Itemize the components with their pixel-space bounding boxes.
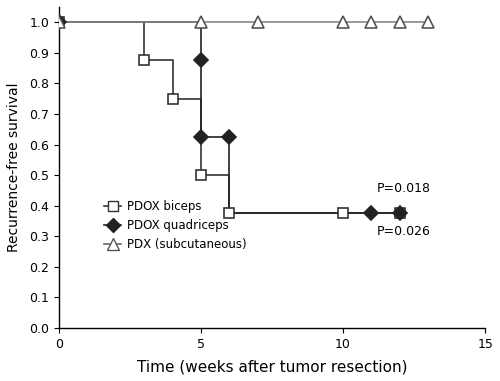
X-axis label: Time (weeks after tumor resection): Time (weeks after tumor resection): [137, 359, 407, 374]
Legend: PDOX biceps, PDOX quadriceps, PDX (subcutaneous): PDOX biceps, PDOX quadriceps, PDX (subcu…: [99, 195, 252, 255]
Text: P=0.026: P=0.026: [377, 225, 431, 238]
Text: P=0.018: P=0.018: [377, 182, 431, 195]
Y-axis label: Recurrence-free survival: Recurrence-free survival: [7, 83, 21, 252]
